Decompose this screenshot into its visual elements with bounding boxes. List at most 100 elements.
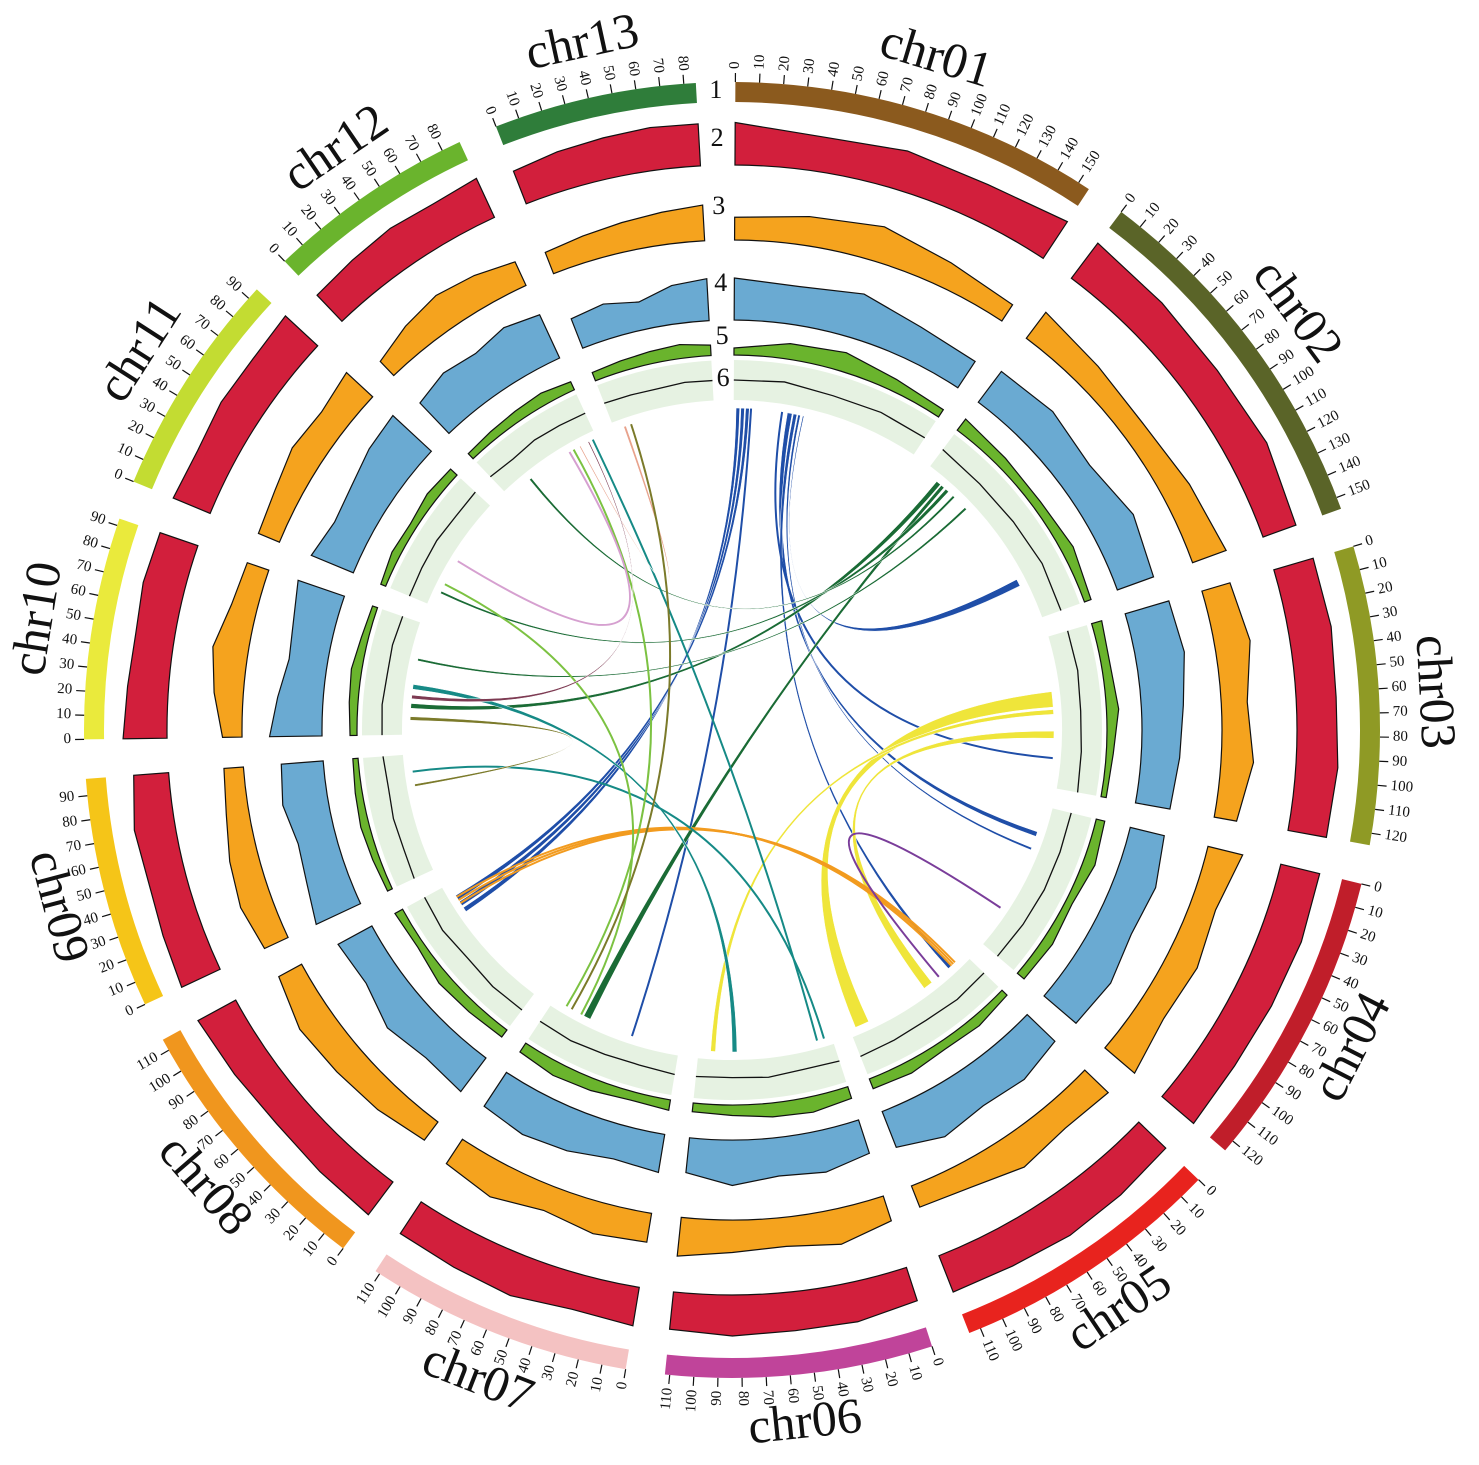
tick-mark [437,1309,444,1319]
tick-label: 50 [1214,268,1236,290]
tick-label: 0 [324,1254,341,1270]
tick-mark [1336,493,1346,498]
track-area [881,1013,1056,1149]
link [529,477,956,610]
track-area [467,381,576,460]
tick-mark [1181,1196,1189,1204]
link [417,507,967,678]
tick-mark [210,329,219,337]
tick-label: 40 [515,1356,535,1375]
tick-mark [1355,906,1365,911]
tick-mark [117,959,127,964]
track-area [419,314,561,435]
tick-label: 50 [65,606,83,624]
tick-label: 40 [1386,628,1403,646]
tick-mark [281,1201,289,1209]
tick-mark [692,1376,695,1386]
tick-label: 0 [1122,190,1139,206]
tick-mark [460,1319,465,1329]
link [455,408,750,900]
track-area [910,1069,1110,1208]
tick-label: 60 [379,145,400,166]
tick-label: 90 [400,1306,421,1327]
track-line [695,1060,840,1079]
track-area [956,418,1092,603]
tick-label: 10 [905,1364,924,1383]
tick-label: 60 [1088,1278,1110,1299]
tick-mark [195,349,204,356]
tick-label: 40 [81,910,100,930]
track-line [996,812,1072,957]
tick-label: 70 [1308,1040,1329,1061]
link [774,411,1053,760]
track-line [382,756,415,879]
link [631,408,753,1037]
track-area [1025,311,1228,564]
tick-mark [1373,638,1383,642]
tick-mark [1120,204,1128,213]
tick-mark [1139,219,1147,228]
track-background [528,1005,678,1095]
link [457,451,631,626]
tick-label: 100 [968,92,991,119]
tick-label: 70 [65,837,83,855]
tick-mark [609,84,613,94]
track-area [445,1138,653,1243]
tick-mark [1014,138,1020,148]
tick-label: 40 [1197,250,1219,272]
tick-mark [136,1003,146,1009]
tick-mark [970,119,976,129]
tick-mark [1106,1258,1113,1267]
tick-label: 20 [125,417,146,438]
tick-label: 20 [776,55,793,71]
tick-mark [333,206,341,215]
tick-mark [263,1184,271,1192]
chromosome-name: chr03 [1405,633,1467,750]
tick-label: 90 [59,789,76,806]
tick-mark [437,142,443,151]
tick-label: 50 [599,64,618,82]
tick-mark [1295,405,1304,411]
tick-mark [682,74,685,84]
tick-mark [200,1110,209,1117]
track-area [1161,863,1321,1125]
tick-mark [1193,268,1201,276]
tick-mark [78,665,88,668]
tick-label: 80 [81,532,100,552]
tick-mark [81,819,91,822]
tick-mark [1369,614,1380,618]
tick-label: 30 [1179,232,1201,254]
tick-mark [1331,975,1341,980]
tick-mark [813,1372,817,1382]
tick-mark [94,569,104,573]
ideogram [1109,211,1342,516]
tick-mark [854,84,858,94]
tick-label: 60 [69,581,87,600]
tick-label: 90 [166,1092,187,1114]
tick-label: 110 [991,102,1014,129]
track-label: 5 [716,321,729,350]
tick-mark [1375,808,1385,812]
track-area [483,1071,666,1174]
tick-mark [658,77,661,87]
tick-label: 0 [63,731,71,747]
tick-label: 10 [115,440,135,461]
tick-mark [1226,304,1234,312]
tick-mark [314,221,322,230]
track-background [362,609,421,736]
tick-label: 110 [1254,1123,1281,1149]
tick-mark [1359,566,1369,571]
tick-mark [807,77,810,87]
tick-label: 80 [1296,1061,1317,1082]
track-background [390,478,491,604]
tick-label: 0 [1203,1183,1220,1200]
tick-mark [416,1298,422,1307]
tick-mark [373,178,380,187]
track-background [476,394,594,492]
tick-label: 20 [1161,216,1183,238]
tick-mark [931,1346,936,1356]
track-area [591,343,712,382]
tick-label: 80 [1393,729,1408,745]
tick-mark [1376,663,1386,666]
